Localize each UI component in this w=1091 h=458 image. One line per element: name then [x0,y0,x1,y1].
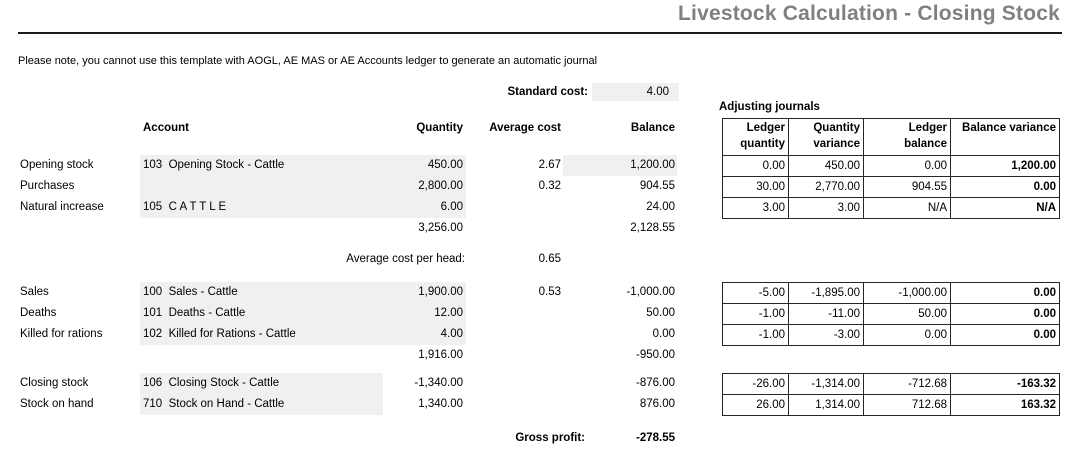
title-divider [18,32,1062,34]
journal-header: Ledger balance [863,118,951,156]
journal-cell: 30.00 [722,176,789,198]
journal-cell: -1,895.00 [788,282,864,304]
balance-cell[interactable]: 1,200.00 [563,155,677,176]
journal-header: Ledger quantity [722,118,789,156]
note-text: Please note, you cannot use this templat… [18,55,598,67]
journal-cell: -11.00 [788,303,864,325]
journal-cell: 0.00 [950,324,1060,346]
average-cost-column-header: Average cost [489,122,561,134]
journal-cell: -1.00 [722,303,789,325]
balance-cell: 50.00 [646,307,675,319]
journal-header: Balance variance [950,118,1060,156]
quantity-column-header: Quantity [416,122,463,134]
row-label: Closing stock [20,377,89,389]
gross-profit-label: Gross profit: [515,432,585,444]
balance-cell: -876.00 [635,377,675,389]
quantity-cell[interactable]: 4.00 [383,324,466,345]
journal-cell: -5.00 [722,282,789,304]
quantity-total: 3,256.00 [418,222,463,234]
account-column-header: Account [143,122,189,134]
journal-cell: 0.00 [950,282,1060,304]
journal-cell: 3.00 [722,197,789,219]
journal-cell: 0.00 [863,324,951,346]
standard-cost-input[interactable]: 4.00 [592,83,679,101]
average-cost-per-head-label: Average cost per head: [346,253,465,265]
journal-cell: -163.32 [950,373,1060,395]
journal-cell: -26.00 [722,373,789,395]
journal-cell: N/A [863,197,951,219]
balance-total: -950.00 [635,349,675,361]
journal-cell: 1,200.00 [950,155,1060,177]
page-title: Livestock Calculation - Closing Stock [678,2,1060,25]
balance-column-header: Balance [630,122,675,134]
journal-cell: -712.68 [863,373,951,395]
journal-cell: -3.00 [788,324,864,346]
balance-cell: 876.00 [639,398,675,410]
adjusting-journal-table-1: Ledger quantity Quantity variance Ledger ba… [722,118,1060,219]
journal-cell: 0.00 [863,155,951,177]
balance-cell: 904.55 [639,180,675,192]
balance-total: 2,128.55 [630,222,675,234]
gross-profit-value: -278.55 [635,432,675,444]
journal-cell: 0.00 [950,303,1060,325]
row-label: Opening stock [20,159,94,171]
journal-cell: -1.00 [722,324,789,346]
journal-cell: 163.32 [950,394,1060,416]
quantity-cell[interactable]: 450.00 [383,155,466,176]
account-cell[interactable]: 100 Sales - Cattle [140,282,383,303]
journal-header: Quantity variance [788,118,864,156]
journal-cell: N/A [950,197,1060,219]
balance-cell: 0.00 [652,328,675,340]
row-label: Sales [20,286,49,298]
average-cost-per-head-value: 0.65 [538,253,561,265]
quantity-cell: -1,340.00 [414,377,463,389]
row-label: Killed for rations [20,328,103,340]
quantity-cell[interactable]: 1,900.00 [383,282,466,303]
average-cost-cell: 0.32 [538,180,561,192]
journal-cell: 450.00 [788,155,864,177]
quantity-cell[interactable]: 6.00 [383,197,466,218]
quantity-total: 1,916.00 [418,349,463,361]
balance-cell: 24.00 [646,201,675,213]
account-cell[interactable]: 106 Closing Stock - Cattle [140,373,383,394]
journal-cell: 26.00 [722,394,789,416]
account-cell[interactable]: 103 Opening Stock - Cattle [140,155,383,176]
account-cell[interactable]: 710 Stock on Hand - Cattle [140,394,383,415]
quantity-cell: 1,340.00 [418,398,463,410]
standard-cost-label: Standard cost: [507,86,588,98]
journal-cell: 712.68 [863,394,951,416]
adjusting-journals-label: Adjusting journals [719,101,820,113]
journal-cell: 0.00 [722,155,789,177]
row-label: Stock on hand [20,398,94,410]
journal-cell: -1,000.00 [863,282,951,304]
journal-cell: 0.00 [950,176,1060,198]
row-label: Purchases [20,180,75,192]
account-cell[interactable]: 102 Killed for Rations - Cattle [140,324,383,345]
journal-cell: 1,314.00 [788,394,864,416]
quantity-cell[interactable]: 2,800.00 [383,176,466,197]
journal-cell: 2,770.00 [788,176,864,198]
journal-cell: 50.00 [863,303,951,325]
adjusting-journal-table-3: -26.00 -1,314.00 -712.68 -163.32 26.00 1… [722,373,1060,416]
balance-cell: -1,000.00 [626,286,675,298]
journal-cell: 3.00 [788,197,864,219]
account-cell[interactable]: 101 Deaths - Cattle [140,303,383,324]
row-label: Natural increase [20,201,104,213]
journal-cell: -1,314.00 [788,373,864,395]
account-cell[interactable]: 105 C A T T L E [140,197,383,218]
journal-cell: 904.55 [863,176,951,198]
account-cell-selected[interactable]: 104 Purchases - Cattle▼… [140,176,383,197]
row-label: Deaths [20,307,57,319]
adjusting-journal-table-2: -5.00 -1,895.00 -1,000.00 0.00 -1.00 -11… [722,282,1060,346]
quantity-cell[interactable]: 12.00 [383,303,466,324]
average-cost-cell: 2.67 [538,159,561,171]
average-cost-cell: 0.53 [538,286,561,298]
